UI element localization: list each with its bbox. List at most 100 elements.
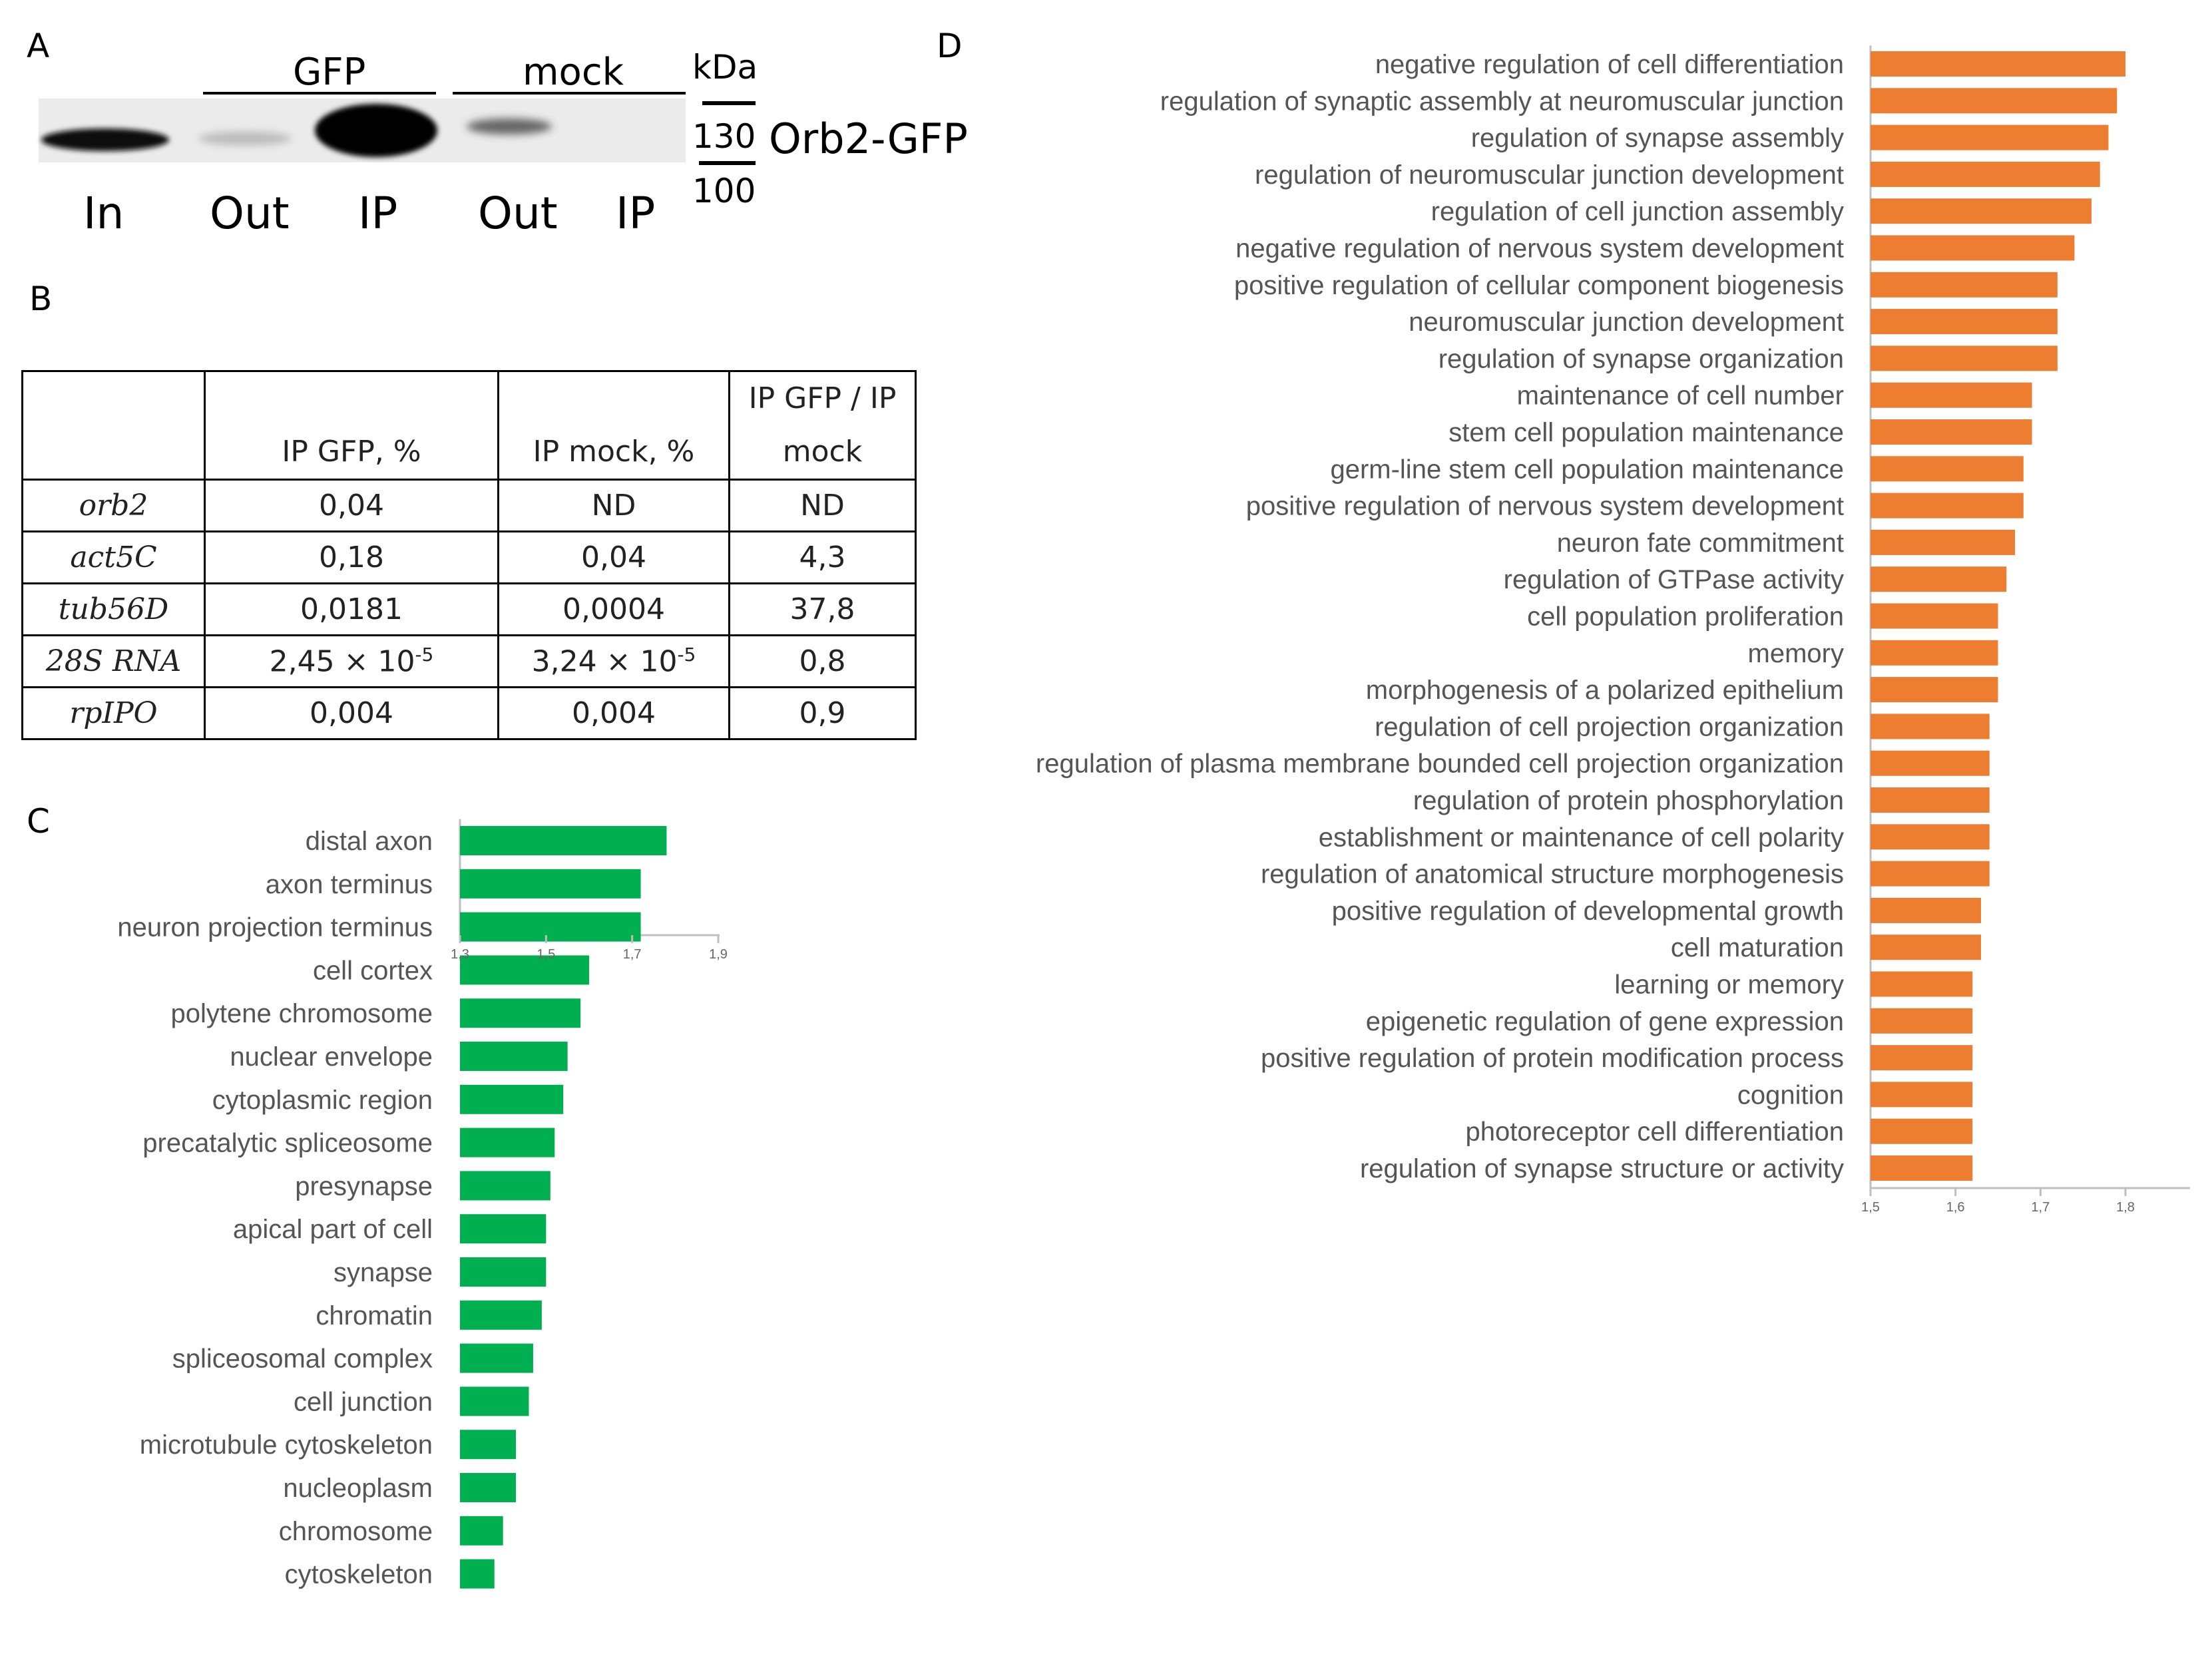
ip-gfp-cell: 0,0181: [204, 582, 499, 636]
chart-d-bar: [1871, 677, 1998, 703]
chart-c-tick-label: 1,5: [537, 947, 555, 962]
table-row: act5C 0,18 0,04 4,3: [21, 530, 917, 584]
ip-mock-cell: ND: [497, 479, 730, 532]
chart-c-bar: [460, 1559, 495, 1589]
chart-d-category-label: epigenetic regulation of gene expression: [1366, 1007, 1844, 1036]
ratio-cell: 0,9: [728, 686, 917, 740]
lane-label-gfp-ip: IP: [358, 188, 398, 239]
ip-mock-cell: 0,04: [497, 530, 730, 584]
chart-d-bar: [1871, 198, 2092, 224]
band-mock-out: [467, 118, 552, 134]
chart-d-category-label: morphogenesis of a polarized epithelium: [1366, 676, 1844, 705]
chart-d-tick-label: 1,8: [2116, 1200, 2135, 1215]
chart-d-tick-label: 1,7: [2031, 1200, 2050, 1215]
chart-c-category-label: axon terminus: [266, 870, 433, 899]
chart-d-category-label: cell maturation: [1671, 933, 1844, 962]
chart-d-category-label: regulation of protein phosphorylation: [1413, 786, 1844, 815]
ip-mock-exponent: -5: [677, 644, 696, 666]
panel-label-b: B: [29, 280, 53, 318]
table-row: rpIPO 0,004 0,004 0,9: [21, 686, 917, 740]
chart-c-bar: [460, 1430, 517, 1460]
ip-enrichment-table: IP GFP, % IP mock, % IP GFP / IP mock or…: [21, 370, 917, 740]
chart-d-category-label: regulation of neuromuscular junction dev…: [1255, 160, 1844, 190]
chart-c-tick-label: 1,3: [451, 947, 469, 962]
ip-gfp-base: 2,45 × 10: [269, 644, 415, 679]
lane-label-mock-ip: IP: [616, 188, 656, 239]
chart-d-category-label: neuron fate commitment: [1557, 528, 1844, 558]
chart-c-category-label: nuclear envelope: [230, 1042, 433, 1072]
marker-130-label: 130: [692, 117, 756, 156]
chart-c-bar: [460, 1214, 547, 1244]
chart-d-category-label: regulation of cell projection organizati…: [1375, 712, 1844, 741]
chart-d-category-label: positive regulation of developmental gro…: [1332, 897, 1844, 926]
chart-c-bar: [460, 912, 641, 942]
table-row: orb2 0,04 ND ND: [21, 479, 917, 532]
table-header-ip-gfp: IP GFP, %: [204, 370, 499, 481]
chart-d-bar: [1871, 1155, 1973, 1181]
chart-c-category-label: distal axon: [306, 827, 433, 856]
chart-d-bar: [1871, 750, 1990, 776]
chart-c-bar: [460, 1473, 517, 1502]
chart-c-bar: [460, 1300, 542, 1330]
chart-d-category-label: learning or memory: [1614, 970, 1844, 1000]
chart-c-bar: [460, 1128, 555, 1157]
table-row: tub56D 0,0181 0,0004 37,8: [21, 582, 917, 636]
chart-d-bar: [1871, 1082, 1973, 1108]
chart-c-bar: [460, 1516, 503, 1546]
chart-d-category-label: positive regulation of protein modificat…: [1261, 1044, 1844, 1073]
ip-mock-base: 3,24 × 10: [531, 644, 678, 679]
gene-cell: tub56D: [21, 582, 206, 636]
chart-d-bar: [1871, 161, 2100, 187]
chart-d-category-label: positive regulation of nervous system de…: [1246, 492, 1844, 521]
chart-d-category-label: regulation of synapse assembly: [1471, 124, 1844, 153]
chart-d-bar: [1871, 935, 1981, 960]
chart-d-category-label: regulation of synapse organization: [1438, 344, 1844, 373]
ip-gfp-cell: 0,004: [204, 686, 499, 740]
chart-d-category-label: regulation of GTPase activity: [1504, 565, 1844, 594]
chart-c-category-label: cytoplasmic region: [212, 1086, 433, 1115]
chart-d-category-label: germ-line stem cell population maintenan…: [1330, 455, 1844, 484]
chart-d-category-label: regulation of cell junction assembly: [1431, 197, 1844, 226]
chart-c-category-label: polytene chromosome: [170, 999, 433, 1028]
gene-cell: orb2: [21, 479, 206, 532]
chart-c-bar: [460, 1257, 547, 1287]
ratio-cell: 4,3: [728, 530, 917, 584]
ip-gfp-cell: 0,04: [204, 479, 499, 532]
band-gfp-out: [198, 132, 292, 145]
chart-d-bar: [1871, 640, 1998, 666]
lane-label-in: In: [83, 188, 124, 239]
ip-gfp-exponent: -5: [415, 644, 434, 666]
chart-d-category-label: neuromuscular junction development: [1409, 308, 1844, 337]
ip-mock-cell: 0,004: [497, 686, 730, 740]
chart-c-bar: [460, 869, 641, 899]
chart-d-category-label: cognition: [1737, 1080, 1844, 1110]
chart-d-bar: [1871, 824, 1990, 850]
chart-d-tick-label: 1,5: [1861, 1200, 1880, 1215]
chart-d-category-label: maintenance of cell number: [1517, 381, 1844, 411]
panel-label-d: D: [937, 27, 963, 65]
panel-label-a: A: [27, 27, 50, 65]
mock-group-label: mock: [523, 51, 624, 94]
chart-c-tick-label: 1,9: [709, 947, 728, 962]
gene-cell: 28S RNA: [21, 634, 206, 688]
chart-c-category-label: spliceosomal complex: [172, 1345, 433, 1374]
chart-c-category-label: chromosome: [279, 1517, 433, 1546]
panel-label-c: C: [27, 802, 50, 841]
chart-c-bar: [460, 1171, 551, 1201]
chart-c-category-label: precatalytic spliceosome: [142, 1129, 433, 1158]
ip-gfp-cell: 2,45 × 10-5: [204, 634, 499, 688]
band-input: [41, 128, 169, 151]
chart-d-bar: [1871, 971, 1973, 997]
chart-d-category-label: cell population proliferation: [1527, 602, 1844, 632]
gfp-group-label: GFP: [293, 51, 366, 94]
chart-d-bar: [1871, 714, 1990, 739]
lane-label-mock-out: Out: [478, 188, 558, 239]
ip-mock-cell: 3,24 × 10-5: [497, 634, 730, 688]
chart-d-bar: [1871, 861, 1990, 887]
blot-graphics: [39, 92, 756, 165]
chart-c-category-label: neuron projection terminus: [117, 913, 433, 942]
chart-d-category-label: memory: [1748, 639, 1844, 668]
marker-100-label: 100: [692, 172, 756, 210]
chart-d-category-label: positive regulation of cellular componen…: [1234, 271, 1844, 300]
band-gfp-ip: [315, 104, 437, 157]
